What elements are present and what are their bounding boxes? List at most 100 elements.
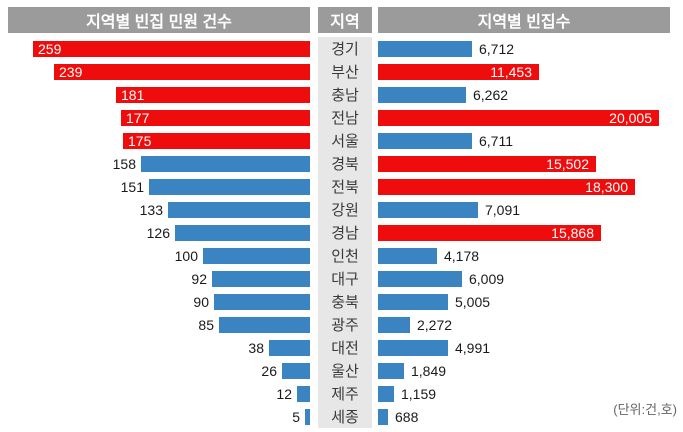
chart-row: 26 울산 1,849: [0, 359, 683, 382]
region-label: 강원: [331, 202, 359, 219]
vacancy-cell: 11,453: [378, 60, 683, 83]
vacancy-bar: [378, 362, 404, 379]
chart-row: 5 세종 688: [0, 405, 683, 428]
region-label: 광주: [331, 317, 359, 334]
vacancy-bar: [378, 293, 448, 310]
complaint-cell: 177: [0, 106, 310, 129]
vacancy-value-label: 1,849: [411, 362, 447, 379]
vacancy-cell: 6,711: [378, 129, 683, 152]
chart-row: 90 충북 5,005: [0, 290, 683, 313]
vacancy-cell: 6,262: [378, 83, 683, 106]
chart-row: 85 광주 2,272: [0, 313, 683, 336]
chart-row: 126 경남 15,868: [0, 221, 683, 244]
complaint-value-label: 239: [59, 63, 83, 80]
chart-row: 12 제주 1,159: [0, 382, 683, 405]
vacancy-bar: [378, 86, 466, 103]
vacancy-cell: 1,159: [378, 382, 683, 405]
vacancy-bar: [378, 201, 478, 218]
complaint-cell: 181: [0, 83, 310, 106]
right-chart-title: 지역별 빈집수: [378, 7, 670, 33]
complaint-bar: [149, 178, 310, 195]
complaint-value-label: 38: [248, 339, 264, 356]
chart-row: 175 서울 6,711: [0, 129, 683, 152]
vacancy-bar: 20,005: [378, 109, 659, 126]
complaint-bar: [212, 270, 310, 287]
vacancy-value-label: 688: [395, 408, 419, 425]
vacancy-bar: 11,453: [378, 63, 539, 80]
vacancy-cell: 688: [378, 405, 683, 428]
complaint-cell: 38: [0, 336, 310, 359]
region-label: 대전: [331, 340, 359, 357]
vacancy-value-label: 1,159: [401, 385, 437, 402]
complaint-bar: [175, 224, 310, 241]
chart-row: 151 전북 18,300: [0, 175, 683, 198]
region-label: 부산: [331, 64, 359, 81]
chart-row: 158 경북 15,502: [0, 152, 683, 175]
vacancy-bar: [378, 339, 448, 356]
vacancy-value-label: 20,005: [609, 109, 652, 126]
vacancy-cell: 18,300: [378, 175, 683, 198]
vacancy-value-label: 15,868: [551, 224, 594, 241]
complaint-cell: 151: [0, 175, 310, 198]
complaint-cell: 5: [0, 405, 310, 428]
vacancy-value-label: 6,712: [479, 40, 515, 57]
complaint-value-label: 151: [120, 178, 144, 195]
vacancy-value-label: 6,711: [479, 132, 513, 149]
vacancy-value-label: 15,502: [546, 155, 589, 172]
complaint-value-label: 12: [276, 385, 292, 402]
chart-row: 259 경기 6,712: [0, 37, 683, 60]
region-label: 울산: [331, 363, 359, 380]
vacancy-cell: 15,868: [378, 221, 683, 244]
complaint-value-label: 126: [146, 224, 170, 241]
region-label: 제주: [331, 386, 359, 403]
complaint-value-label: 5: [292, 408, 300, 425]
chart-row: 100 인천 4,178: [0, 244, 683, 267]
complaint-cell: 126: [0, 221, 310, 244]
vacancy-cell: 4,991: [378, 336, 683, 359]
vacancy-cell: 6,009: [378, 267, 683, 290]
region-label: 서울: [331, 133, 359, 150]
complaint-cell: 158: [0, 152, 310, 175]
vacancy-bar: [378, 316, 410, 333]
vacancy-bar: 15,868: [378, 224, 601, 241]
complaint-value-label: 92: [191, 270, 207, 287]
region-column-title: 지역: [318, 7, 372, 33]
complaint-value-label: 158: [112, 155, 136, 172]
vacancy-cell: 7,091: [378, 198, 683, 221]
vacancy-cell: 5,005: [378, 290, 683, 313]
region-label: 경기: [331, 41, 359, 58]
region-label: 충북: [331, 294, 359, 311]
vacancy-bar: [378, 247, 437, 264]
region-label: 인천: [331, 248, 359, 265]
region-column-background: [318, 37, 372, 428]
complaint-cell: 239: [0, 60, 310, 83]
complaint-cell: 26: [0, 359, 310, 382]
vacancy-value-label: 5,005: [455, 293, 491, 310]
complaint-bar: [305, 408, 310, 425]
chart-rows: 259 경기 6,712 239 부산 11,453 181 충남 6,262 177 전남 20,0…: [0, 37, 683, 428]
vacancy-value-label: 4,178: [444, 247, 480, 264]
complaint-value-label: 181: [121, 86, 145, 103]
complaint-bar: [141, 155, 310, 172]
vacancy-cell: 1,849: [378, 359, 683, 382]
complaint-cell: 175: [0, 129, 310, 152]
vacancy-bar: 18,300: [378, 178, 635, 195]
complaint-value-label: 175: [128, 132, 152, 149]
complaint-bar: [214, 293, 310, 310]
vacancy-cell: 2,272: [378, 313, 683, 336]
vacancy-value-label: 4,991: [455, 339, 491, 356]
complaint-bar: 259: [33, 40, 310, 57]
complaint-bar: 181: [116, 86, 310, 103]
complaint-cell: 259: [0, 37, 310, 60]
region-label: 충남: [331, 87, 359, 104]
complaint-value-label: 100: [174, 247, 198, 264]
vacancy-value-label: 6,262: [473, 86, 509, 103]
vacancy-bar: [378, 270, 462, 287]
vacancy-value-label: 6,009: [469, 270, 505, 287]
region-label: 세종: [331, 409, 359, 426]
complaint-bar: [282, 362, 310, 379]
vacancy-bar: [378, 132, 472, 149]
vacancy-value-label: 7,091: [485, 201, 521, 218]
complaint-value-label: 133: [139, 201, 163, 218]
